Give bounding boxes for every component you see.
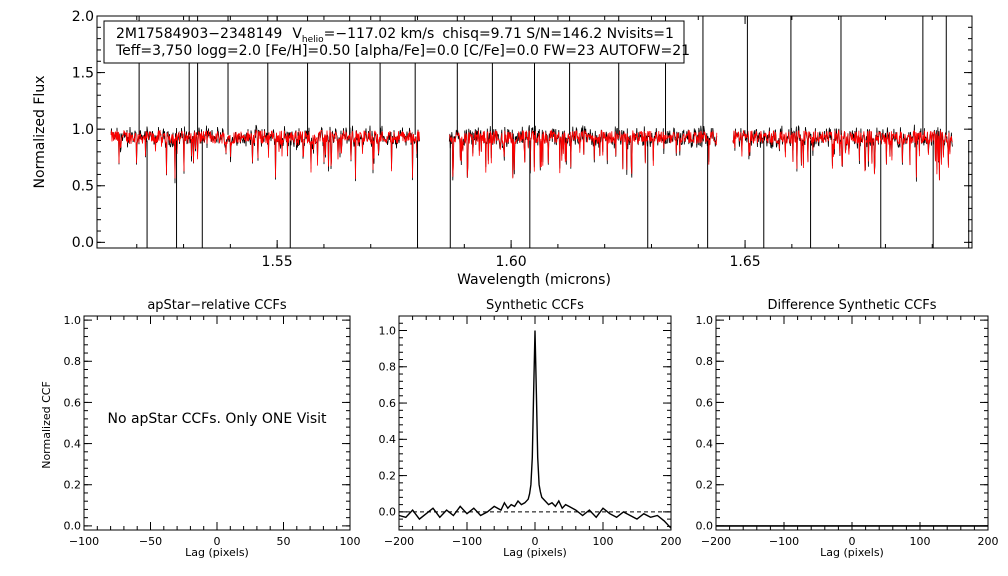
- synthetic-ccf-panel: −200 −100 0 100 200 0.0 0.2 0.4 0.6 0.8 1.0 Synthe…: [379, 298, 682, 559]
- difference-ccf-y-tick-label: 0.6: [696, 396, 714, 409]
- difference-ccf-panel: −200 −100 0 100 200 0.0 0.2 0.4 0.6 0.8 1.0 Differ…: [696, 298, 999, 559]
- apstar-ccf-axis-ticks: [83, 316, 351, 530]
- synthetic-ccf-line: [398, 330, 672, 529]
- synthetic-ccf-axis-ticks: [398, 315, 672, 530]
- apstar-ccf-x-tick-label: −50: [139, 535, 162, 548]
- apstar-ccf-y-tick-label: 0.4: [64, 437, 82, 450]
- difference-ccf-y-tick-label: 1.0: [696, 314, 714, 327]
- spectrum-y-tick-label: 2.0: [72, 9, 94, 25]
- vhelio-symbol: V: [292, 26, 302, 42]
- apstar-ccf-y-tick-label: 0.0: [64, 520, 82, 533]
- info-line-1: 2M17584903−2348149 Vhelio=−117.02 km/s chi…: [116, 26, 674, 45]
- vhelio-subscript: helio: [302, 35, 324, 45]
- difference-ccf-y-tick-label: 0.4: [696, 437, 714, 450]
- difference-ccf-x-tick-label: −100: [769, 535, 799, 548]
- synthetic-ccf-title: Synthetic CCFs: [486, 298, 584, 313]
- apstar-ccf-x-tick-label: 100: [340, 535, 361, 548]
- fit-stats: chisq=9.71 S/N=146.2 Nvisits=1: [442, 26, 674, 42]
- apstar-ccf-y-tick-label: 1.0: [64, 314, 82, 327]
- synthetic-ccf-x-tick-label: −200: [384, 535, 414, 548]
- apstar-ccf-x-tick-label: −100: [69, 535, 99, 548]
- difference-ccf-title: Difference Synthetic CCFs: [767, 298, 936, 313]
- spectrum-x-tick-label: 1.60: [496, 254, 527, 270]
- apstar-ccf-ticks: −100 −50 0 50 100 0.0 0.2 0.4 0.6 0.8 1.0: [64, 314, 361, 548]
- difference-ccf-x-tick-label: 0: [849, 535, 856, 548]
- synthetic-ccf-y-tick-label: 0.0: [379, 506, 397, 519]
- difference-ccf-x-tick-label: −200: [701, 535, 731, 548]
- synthetic-ccf-y-tick-label: 1.0: [379, 324, 397, 337]
- apstar-ccf-x-tick-label: 50: [277, 535, 291, 548]
- spectrum-axis-ticks: [97, 15, 972, 248]
- info-box-frame: [103, 20, 685, 64]
- spectrum-panel: 1.55 1.60 1.65 0.0 0.5 1.0 1.5 2.0 2M17584903−2…: [32, 9, 973, 288]
- spectrum-x-tick-label: 1.55: [262, 254, 293, 270]
- apstar-ccf-x-label: Lag (pixels): [185, 546, 249, 559]
- no-ccf-annotation: No apStar CCFs. Only ONE Visit: [107, 411, 327, 427]
- difference-ccf-y-tick-label: 0.0: [696, 520, 714, 533]
- synthetic-ccf-x-tick-label: 0: [532, 535, 539, 548]
- synthetic-ccf-y-tick-label: 0.4: [379, 433, 397, 446]
- model-spectrum-line: [448, 129, 718, 179]
- apstar-ccf-x-tick-label: 0: [214, 535, 221, 548]
- synthetic-ccf-y-tick-label: 0.2: [379, 469, 397, 482]
- synthetic-ccf-y-tick-label: 0.8: [379, 361, 397, 374]
- synthetic-ccf-lines: [398, 330, 672, 529]
- model-spectrum-line: [110, 129, 420, 179]
- spectrum-y-tick-label: 0.0: [72, 235, 94, 251]
- model-spectrum-line: [732, 129, 953, 181]
- spectrum-info-box: 2M17584903−2348149 Vhelio=−117.02 km/s chi…: [103, 20, 690, 64]
- difference-ccf-ticks: −200 −100 0 100 200 0.0 0.2 0.4 0.6 0.8 1.0: [696, 314, 999, 548]
- apstar-ccf-y-tick-label: 0.8: [64, 355, 82, 368]
- synthetic-ccf-x-tick-label: 100: [593, 535, 614, 548]
- synthetic-ccf-y-tick-label: 0.6: [379, 397, 397, 410]
- difference-ccf-x-tick-label: 200: [978, 535, 999, 548]
- apstar-ccf-panel: −100 −50 0 50 100 0.0 0.2 0.4 0.6 0.8 1.0 apStar−r…: [40, 298, 361, 559]
- synthetic-ccf-x-label: Lag (pixels): [503, 546, 567, 559]
- difference-ccf-x-tick-label: 100: [910, 535, 931, 548]
- difference-ccf-y-tick-label: 0.8: [696, 355, 714, 368]
- apstar-ccf-y-label: Normalized CCF: [40, 381, 53, 469]
- spectrum-ticks: 1.55 1.60 1.65 0.0 0.5 1.0 1.5 2.0: [72, 9, 972, 270]
- spectrum-y-tick-label: 1.0: [72, 122, 94, 138]
- spectrum-y-tick-label: 1.5: [72, 65, 94, 81]
- spectrum-x-tick-label: 1.65: [729, 254, 760, 270]
- spectrum-y-label: Normalized Flux: [32, 76, 48, 189]
- apstar-ccf-title: apStar−relative CCFs: [147, 298, 287, 313]
- difference-ccf-frame: [715, 315, 989, 531]
- synthetic-ccf-x-tick-label: −100: [452, 535, 482, 548]
- difference-ccf-x-label: Lag (pixels): [820, 546, 884, 559]
- apstar-ccf-y-tick-label: 0.6: [64, 396, 82, 409]
- difference-ccf-y-tick-label: 0.2: [696, 479, 714, 492]
- synthetic-ccf-ticks: −200 −100 0 100 200 0.0 0.2 0.4 0.6 0.8 1.0: [379, 315, 682, 548]
- star-id: 2M17584903−2348149: [116, 26, 282, 42]
- synthetic-ccf-x-tick-label: 200: [661, 535, 682, 548]
- difference-ccf-axis-ticks: [715, 316, 989, 530]
- info-line-2: Teff=3,750 logg=2.0 [Fe/H]=0.50 [alpha/F…: [115, 43, 690, 59]
- vhelio-value: =−117.02 km/s: [324, 26, 435, 42]
- apstar-ccf-y-tick-label: 0.2: [64, 479, 82, 492]
- spectrum-y-tick-label: 0.5: [72, 179, 94, 195]
- spectrum-x-label: Wavelength (microns): [457, 272, 611, 288]
